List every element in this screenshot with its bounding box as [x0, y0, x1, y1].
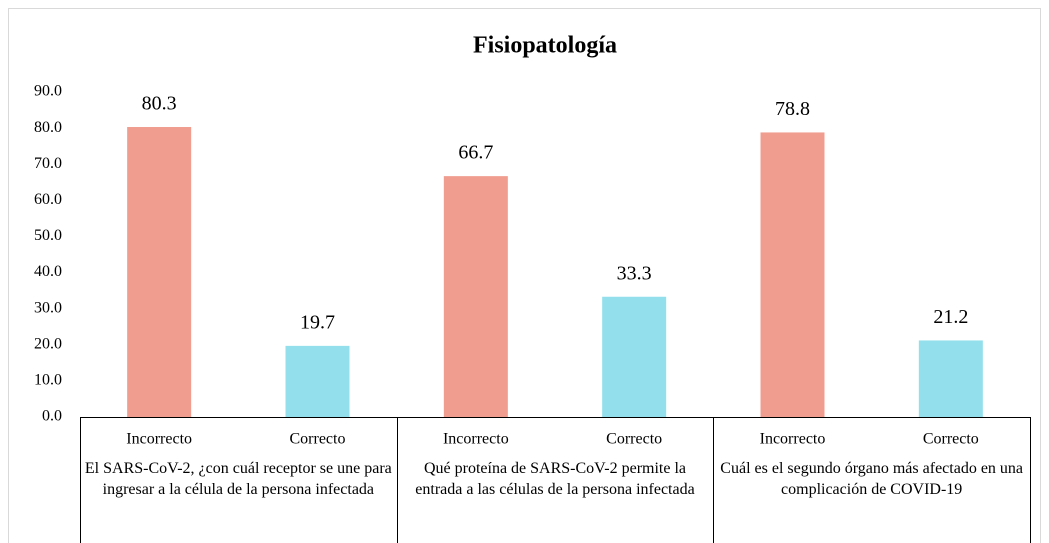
group-label: El SARS-CoV-2, ¿con cuál receptor se une… — [84, 460, 392, 498]
group-label: Qué proteína de SARS-CoV-2 permite la en… — [415, 460, 695, 498]
bar — [127, 127, 192, 418]
y-tick-label: 10.0 — [34, 372, 62, 389]
data-label: 19.7 — [300, 311, 335, 333]
y-tick-label: 30.0 — [34, 299, 62, 316]
x-tick-label: Correcto — [606, 431, 662, 448]
y-tick-label: 90.0 — [34, 83, 62, 100]
y-tick-label: 70.0 — [34, 155, 62, 172]
bar — [285, 345, 350, 417]
bar — [760, 132, 825, 417]
x-tick-label: Incorrecto — [126, 431, 192, 448]
x-tick-label: Incorrecto — [443, 431, 509, 448]
bar — [443, 176, 508, 417]
bar — [918, 340, 983, 417]
data-label: 66.7 — [458, 142, 493, 164]
chart-border — [8, 8, 1041, 543]
data-label: 33.3 — [617, 262, 652, 284]
y-tick-label: 50.0 — [34, 227, 62, 244]
data-label: 78.8 — [775, 98, 810, 120]
y-tick-label: 20.0 — [34, 335, 62, 352]
x-tick-label: Incorrecto — [760, 431, 826, 448]
data-label: 80.3 — [142, 93, 177, 115]
group-label: Cuál es el segundo órgano más afectado e… — [720, 460, 1024, 498]
bar — [602, 296, 667, 417]
y-tick-label: 0.0 — [42, 408, 62, 425]
chart-title: Fisiopatología — [473, 33, 617, 59]
y-tick-label: 80.0 — [34, 119, 62, 136]
data-label: 21.2 — [933, 306, 968, 328]
y-tick-label: 60.0 — [34, 191, 62, 208]
x-tick-label: Correcto — [923, 431, 979, 448]
y-tick-label: 40.0 — [34, 263, 62, 280]
x-tick-label: Correcto — [290, 431, 346, 448]
